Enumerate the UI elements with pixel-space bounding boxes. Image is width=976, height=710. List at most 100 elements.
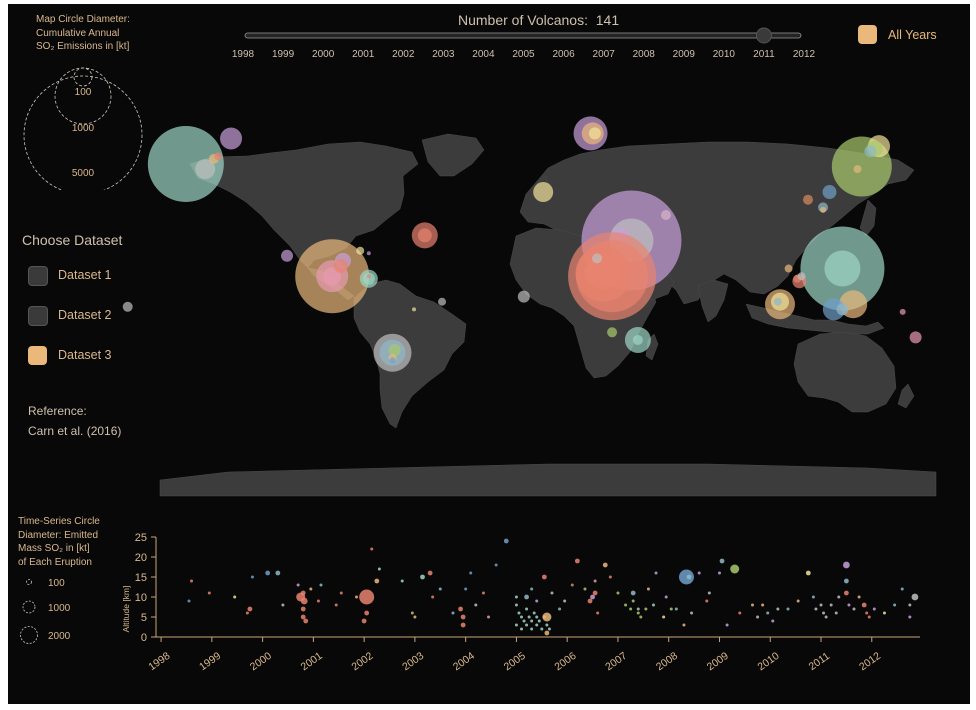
all-years-label[interactable]: All Years <box>888 28 937 42</box>
eruption-point[interactable] <box>487 615 491 619</box>
eruption-point[interactable] <box>413 615 417 619</box>
eruption-point[interactable] <box>494 563 498 567</box>
eruption-point[interactable] <box>355 595 359 599</box>
slider-year-label[interactable]: 2002 <box>392 49 415 60</box>
eruption-point[interactable] <box>730 564 740 574</box>
eruption-point[interactable] <box>300 614 306 620</box>
eruption-point[interactable] <box>725 623 729 627</box>
volcano-bubble[interactable] <box>147 126 224 202</box>
eruption-point[interactable] <box>300 597 308 605</box>
eruption-point[interactable] <box>514 623 518 627</box>
eruption-point[interactable] <box>535 623 539 627</box>
volcano-bubble[interactable] <box>820 206 827 213</box>
eruption-point[interactable] <box>911 593 919 601</box>
map-bubbles[interactable] <box>122 116 922 372</box>
eruption-point[interactable] <box>527 615 531 619</box>
eruption-point[interactable] <box>631 599 635 603</box>
volcano-bubble[interactable] <box>412 307 417 312</box>
eruption-point[interactable] <box>882 611 886 615</box>
eruption-point[interactable] <box>761 603 765 607</box>
eruption-point[interactable] <box>834 611 838 615</box>
eruption-point[interactable] <box>719 558 725 564</box>
eruption-point[interactable] <box>187 599 191 603</box>
eruption-point[interactable] <box>377 567 381 571</box>
eruption-point[interactable] <box>697 571 701 575</box>
eruption-point[interactable] <box>865 611 869 615</box>
volcano-bubble[interactable] <box>909 331 922 344</box>
eruption-point[interactable] <box>247 606 253 612</box>
ts-points[interactable] <box>187 538 919 636</box>
eruption-point[interactable] <box>630 590 636 596</box>
eruption-point[interactable] <box>233 595 237 599</box>
eruption-point[interactable] <box>690 611 694 615</box>
eruption-point[interactable] <box>786 607 790 611</box>
eruption-point[interactable] <box>458 606 463 612</box>
slider-year-label[interactable]: 2012 <box>793 49 816 60</box>
volcano-bubble[interactable] <box>214 152 223 161</box>
eruption-point[interactable] <box>190 579 194 583</box>
eruption-point[interactable] <box>636 611 640 615</box>
eruption-point[interactable] <box>893 603 897 607</box>
volcano-bubble[interactable] <box>583 262 606 285</box>
eruption-point[interactable] <box>908 615 912 619</box>
eruption-point[interactable] <box>583 587 587 591</box>
eruption-point[interactable] <box>592 590 598 596</box>
eruption-point[interactable] <box>520 615 524 619</box>
eruption-point[interactable] <box>756 615 760 619</box>
slider-year-label[interactable]: 2007 <box>593 49 616 60</box>
eruption-point[interactable] <box>674 607 678 611</box>
slider-handle[interactable] <box>755 27 772 44</box>
eruption-point[interactable] <box>525 623 529 627</box>
volcano-bubble[interactable] <box>773 297 782 306</box>
eruption-point[interactable] <box>545 623 549 627</box>
eruption-point[interactable] <box>530 627 534 631</box>
eruption-point[interactable] <box>451 611 455 615</box>
eruption-point[interactable] <box>364 610 370 616</box>
eruption-point[interactable] <box>514 603 518 607</box>
slider-year-label[interactable]: 2010 <box>713 49 736 60</box>
volcano-bubble[interactable] <box>836 303 849 316</box>
eruption-point[interactable] <box>596 611 600 615</box>
volcano-bubble[interactable] <box>533 182 554 203</box>
eruption-point[interactable] <box>805 570 811 576</box>
eruption-point[interactable] <box>427 570 433 576</box>
eruption-point[interactable] <box>541 574 547 580</box>
slider-year-label[interactable]: 2000 <box>312 49 335 60</box>
eruption-point[interactable] <box>861 602 867 608</box>
eruption-point[interactable] <box>587 598 593 604</box>
eruption-point[interactable] <box>857 595 861 599</box>
volcano-bubble[interactable] <box>417 228 432 243</box>
eruption-point[interactable] <box>431 595 435 599</box>
eruption-point[interactable] <box>542 612 552 622</box>
slider-year-label[interactable]: 2003 <box>432 49 455 60</box>
volcano-bubble[interactable] <box>592 253 603 264</box>
eruption-point[interactable] <box>847 603 851 607</box>
eruption-point[interactable] <box>535 599 539 603</box>
eruption-point[interactable] <box>624 603 628 607</box>
eruption-point[interactable] <box>738 611 742 615</box>
eruption-point[interactable] <box>532 611 536 615</box>
eruption-point[interactable] <box>316 599 320 603</box>
eruption-point[interactable] <box>629 607 633 611</box>
volcano-bubble[interactable] <box>356 246 365 255</box>
eruption-point[interactable] <box>296 583 300 587</box>
eruption-point[interactable] <box>245 611 249 615</box>
time-series-chart[interactable]: Altitude [km] 0 5 10 15 20 25 1998 1999 2000 2001… <box>108 524 928 704</box>
eruption-point[interactable] <box>814 607 818 611</box>
eruption-point[interactable] <box>535 615 539 619</box>
eruption-point[interactable] <box>654 571 658 575</box>
volcano-bubble[interactable] <box>824 250 861 287</box>
eruption-point[interactable] <box>819 603 823 607</box>
eruption-point[interactable] <box>558 607 562 611</box>
eruption-point[interactable] <box>867 615 871 619</box>
eruption-point[interactable] <box>750 603 754 607</box>
eruption-point[interactable] <box>530 619 534 623</box>
slider-year-label[interactable]: 2006 <box>552 49 575 60</box>
eruption-point[interactable] <box>374 578 380 584</box>
volcano-bubble[interactable] <box>588 127 601 140</box>
volcano-bubble[interactable] <box>853 165 862 174</box>
eruption-point[interactable] <box>525 607 529 611</box>
volcano-bubble[interactable] <box>607 327 618 338</box>
eruption-point[interactable] <box>843 590 849 596</box>
eruption-point[interactable] <box>796 599 800 603</box>
